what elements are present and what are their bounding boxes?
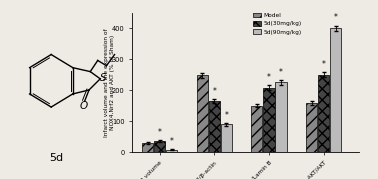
Bar bbox=[263, 88, 274, 152]
Bar bbox=[166, 150, 177, 152]
Bar bbox=[209, 101, 220, 152]
Bar bbox=[318, 75, 329, 152]
Bar bbox=[306, 103, 317, 152]
Y-axis label: Infarct volume and the expression of
NOX4,Nrf2 and AKT (% of Sham): Infarct volume and the expression of NOX… bbox=[104, 28, 115, 137]
Bar bbox=[275, 82, 287, 152]
Bar bbox=[330, 28, 341, 152]
Text: *: * bbox=[267, 73, 271, 82]
Text: O: O bbox=[80, 101, 88, 111]
Text: 5d: 5d bbox=[49, 153, 63, 163]
Text: *: * bbox=[322, 60, 325, 69]
Bar bbox=[197, 75, 208, 152]
Text: *: * bbox=[334, 13, 338, 22]
Bar bbox=[221, 124, 232, 152]
Text: *: * bbox=[212, 87, 216, 96]
Text: *: * bbox=[170, 137, 174, 146]
Text: *: * bbox=[225, 111, 228, 120]
Bar bbox=[251, 106, 262, 152]
Text: *: * bbox=[158, 128, 161, 137]
Text: S: S bbox=[101, 73, 107, 83]
Bar bbox=[142, 143, 153, 152]
Bar bbox=[154, 141, 165, 152]
Legend: Model, 5d(30mg/kg), 5d(90mg/kg): Model, 5d(30mg/kg), 5d(90mg/kg) bbox=[253, 13, 302, 35]
Text: *: * bbox=[279, 68, 283, 77]
